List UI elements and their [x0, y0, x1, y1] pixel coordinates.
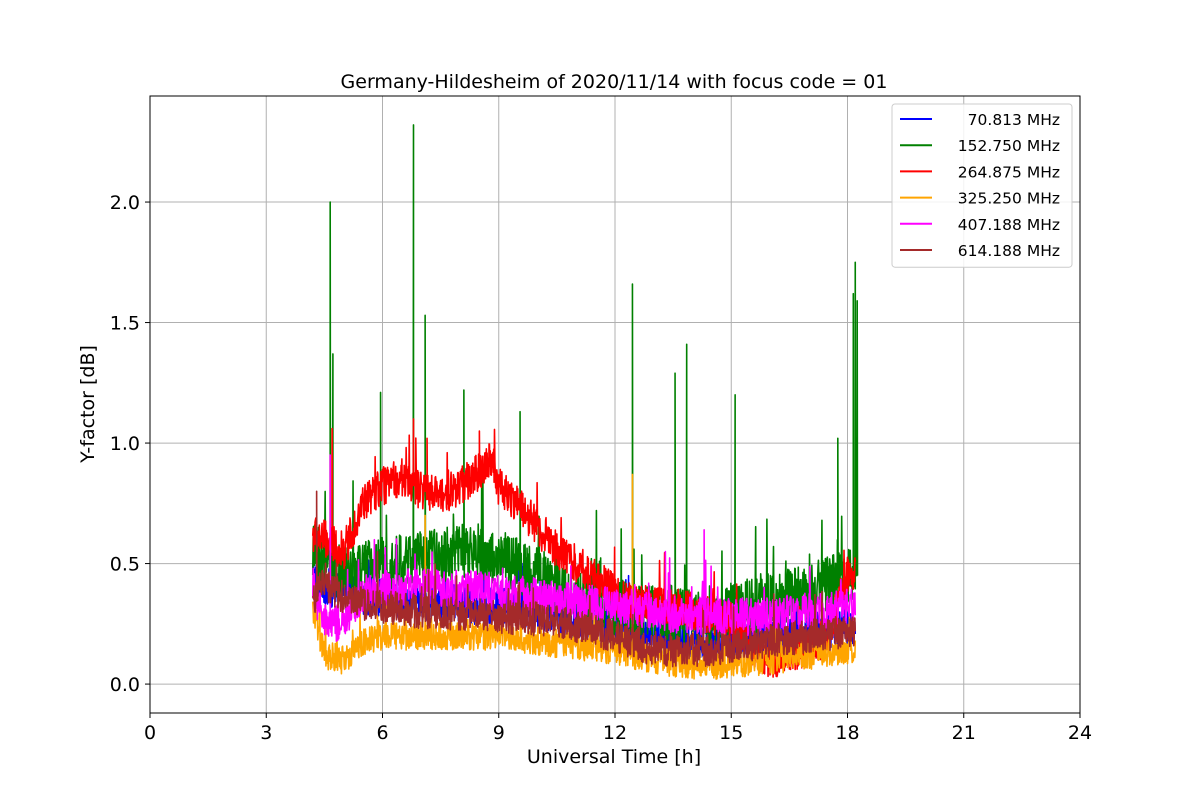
series-line-5 [311, 490, 857, 668]
chart-title: Germany-Hildesheim of 2020/11/14 with fo… [341, 71, 888, 93]
legend-label: 325.250 MHz [958, 190, 1060, 208]
series-line-3 [311, 473, 857, 680]
x-tick-label: 18 [835, 722, 859, 744]
x-tick-label: 24 [1068, 722, 1092, 744]
series-line-2 [311, 418, 857, 678]
x-ticks: 0 3 6 9 12 15 18 21 24 [144, 713, 1092, 744]
y-tick-label: 1.0 [110, 433, 140, 455]
y-tick-label: 0.5 [110, 554, 140, 576]
x-tick-label: 9 [493, 722, 505, 744]
y-ticks: 0.0 0.5 1.0 1.5 2.0 [110, 192, 150, 696]
y-axis-label: Y-factor [dB] [77, 345, 99, 464]
x-axis-label: Universal Time [h] [527, 746, 701, 768]
y-tick-label: 1.5 [110, 313, 140, 335]
legend-box [891, 103, 1073, 268]
x-tick-label: 21 [952, 722, 976, 744]
x-tick-label: 15 [719, 722, 743, 744]
y-tick-label: 0.0 [110, 674, 140, 696]
x-tick-label: 0 [144, 722, 156, 744]
x-tick-label: 12 [603, 722, 627, 744]
legend-label: 152.750 MHz [958, 137, 1060, 155]
x-tick-label: 6 [376, 722, 388, 744]
legend-label: 407.188 MHz [958, 216, 1060, 234]
legend-label: 264.875 MHz [958, 163, 1060, 181]
x-tick-label: 3 [260, 722, 272, 744]
legend: 70.813 MHz 152.750 MHz 264.875 MHz 325.250 … [891, 103, 1073, 268]
y-tick-label: 2.0 [110, 192, 140, 214]
legend-label: 70.813 MHz [968, 111, 1060, 129]
series-layer [311, 124, 859, 680]
legend-label: 614.188 MHz [958, 242, 1060, 260]
